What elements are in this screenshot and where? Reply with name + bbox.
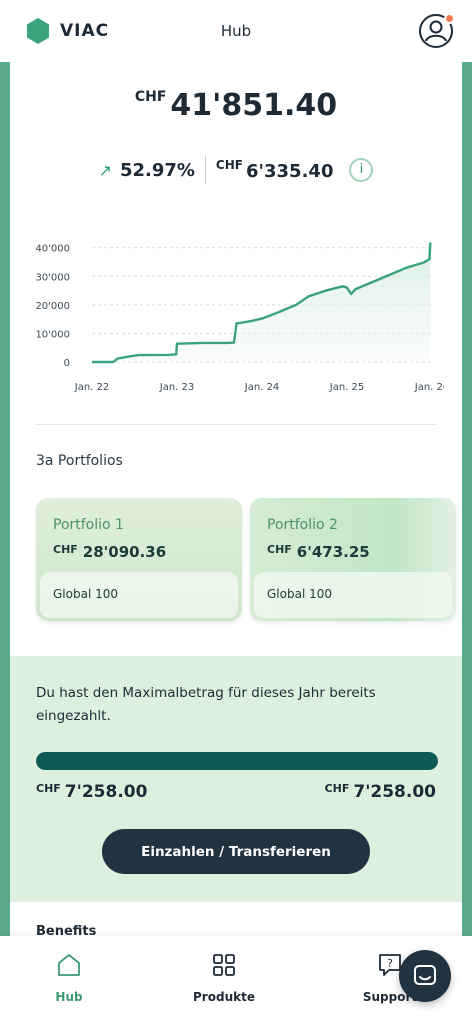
portfolio-strategy: Global 100	[40, 572, 238, 618]
profile-button[interactable]	[419, 13, 455, 48]
max-value: 7'258.00	[353, 782, 436, 802]
performance-percent: 52.97%	[119, 159, 195, 181]
viac-logo[interactable]: VIAC	[26, 18, 109, 44]
chart-line	[92, 242, 432, 364]
grid-icon	[213, 954, 235, 976]
nav-support[interactable]: ? Support	[340, 952, 440, 1004]
balance-currency: CHF	[134, 89, 167, 105]
benefits-title: Benefits	[36, 924, 97, 939]
contributed-value: 7'258.00	[64, 782, 148, 802]
y-tick-label: 40'000	[35, 244, 70, 255]
contributed-currency: CHF	[36, 782, 61, 795]
portfolio-currency: CHF	[53, 543, 78, 556]
portfolio-name: Portfolio 2	[267, 517, 338, 533]
max-currency: CHF	[324, 782, 350, 795]
arrow-up-right-icon: ↗	[98, 160, 112, 180]
gain-currency: CHF	[215, 158, 243, 172]
notification-dot	[444, 13, 455, 24]
bottom-nav: Hub Produkte ? Support	[0, 936, 472, 1024]
home-icon	[58, 954, 80, 976]
max-contribution-text: Du hast den Maximalbetrag für dieses Jah…	[36, 685, 376, 724]
x-tick-label: Jan. 26	[414, 382, 444, 393]
help-chat-icon: ?	[379, 954, 401, 976]
max-amount: CHF 7'258.00	[325, 782, 436, 802]
deposit-transfer-button[interactable]: Einzahlen / Transferieren	[102, 829, 370, 874]
portfolios-section-title: 3a Portfolios	[36, 453, 123, 469]
portfolio-amount: 28'090.36	[82, 543, 167, 561]
page-title: Hub	[220, 22, 252, 40]
app-header: VIAC Hub	[0, 0, 472, 62]
max-contribution-section: Du hast den Maximalbetrag für dieses Jah…	[10, 656, 462, 902]
y-tick-label: 10'000	[35, 329, 70, 340]
portfolio-card-1[interactable]: Portfolio 1 CHF 28'090.36 Global 100	[36, 498, 242, 621]
balance-amount: 41'851.40	[170, 88, 338, 123]
y-tick-label: 20'000	[35, 301, 70, 312]
x-tick-label: Jan. 25	[329, 382, 365, 393]
chat-button[interactable]	[399, 950, 451, 1002]
logo-text: VIAC	[60, 21, 110, 41]
x-tick-label: Jan. 22	[74, 382, 110, 393]
hexagon-logo-icon	[27, 18, 49, 44]
portfolio-card-2[interactable]: Portfolio 2 CHF 6'473.25 Global 100	[250, 498, 456, 621]
y-tick-label: 30'000	[35, 272, 70, 283]
section-divider	[36, 424, 436, 425]
chart-area	[92, 242, 431, 362]
y-tick-label: 0	[64, 358, 70, 369]
contribution-progress-bar	[36, 752, 438, 770]
right-rail	[462, 62, 472, 942]
user-icon	[425, 20, 447, 42]
portfolio-value: CHF 28'090.36	[53, 542, 166, 561]
svg-text:?: ?	[387, 957, 393, 970]
performance-gain: CHF 6'335.40	[216, 158, 334, 182]
nav-produkte-label: Produkte	[193, 990, 255, 1004]
gain-amount: 6'335.40	[245, 161, 334, 182]
nav-hub-label: Hub	[55, 990, 83, 1004]
portfolio-strategy: Global 100	[254, 572, 452, 618]
portfolio-name: Portfolio 1	[53, 517, 124, 533]
contribution-progress-fill	[36, 752, 438, 770]
portfolio-amount: 6'473.25	[296, 543, 370, 561]
performance-chart[interactable]: 0 10'000 20'000 30'000 40'000 Jan. 22 Jan. 23 J…	[32, 222, 444, 402]
total-balance: CHF 41'851.40	[10, 88, 462, 123]
performance-divider	[204, 156, 206, 184]
contributed-amount: CHF 7'258.00	[36, 782, 147, 802]
info-button[interactable]: i	[349, 158, 374, 182]
performance-row: ↗ 52.97% CHF 6'335.40 i	[10, 156, 462, 184]
left-rail	[0, 62, 10, 942]
nav-support-label: Support	[362, 990, 418, 1004]
chat-bubble-icon	[414, 965, 436, 985]
nav-produkte[interactable]: Produkte	[174, 952, 274, 1004]
portfolio-value: CHF 6'473.25	[267, 542, 370, 561]
nav-hub[interactable]: Hub	[19, 952, 119, 1004]
x-tick-label: Jan. 24	[244, 382, 280, 393]
x-tick-label: Jan. 23	[159, 382, 195, 393]
portfolio-currency: CHF	[267, 543, 292, 556]
